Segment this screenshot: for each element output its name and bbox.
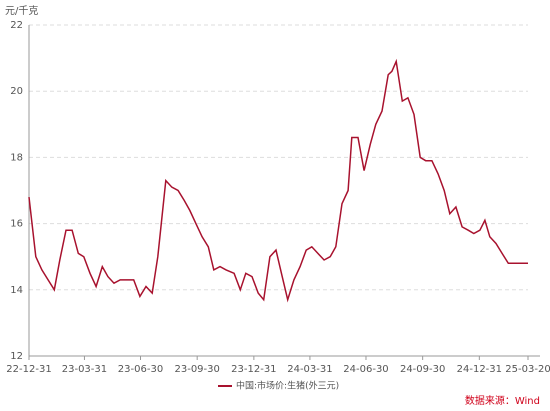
y-tick-label: 12	[10, 351, 23, 362]
line-series	[28, 58, 528, 303]
x-tick-label: 24-09-30	[400, 364, 445, 375]
x-tick-label: 22-12-31	[6, 364, 51, 375]
x-tick-label: 24-06-30	[343, 364, 388, 375]
y-tick-label: 22	[10, 20, 23, 31]
x-tick-label: 25-03-20	[505, 364, 550, 375]
y-unit: 元/千克	[5, 5, 38, 17]
source: 数据来源：Wind	[465, 394, 540, 407]
y-tick-label: 18	[10, 152, 23, 163]
y-tick-label: 14	[10, 285, 23, 296]
x-tick-label: 23-06-30	[118, 364, 163, 375]
x-tick-label: 24-03-31	[287, 364, 332, 375]
y-tick-label: 16	[10, 219, 23, 230]
x-tick-label: 23-12-31	[231, 364, 276, 375]
x-tick-label: 23-09-30	[174, 364, 219, 375]
legend-label: 中国:市场价:生猪(外三元)	[236, 380, 339, 392]
x-tick-label: 24-12-31	[457, 364, 502, 375]
x-tick-label: 23-03-31	[62, 364, 107, 375]
y-tick-label: 20	[10, 86, 23, 97]
